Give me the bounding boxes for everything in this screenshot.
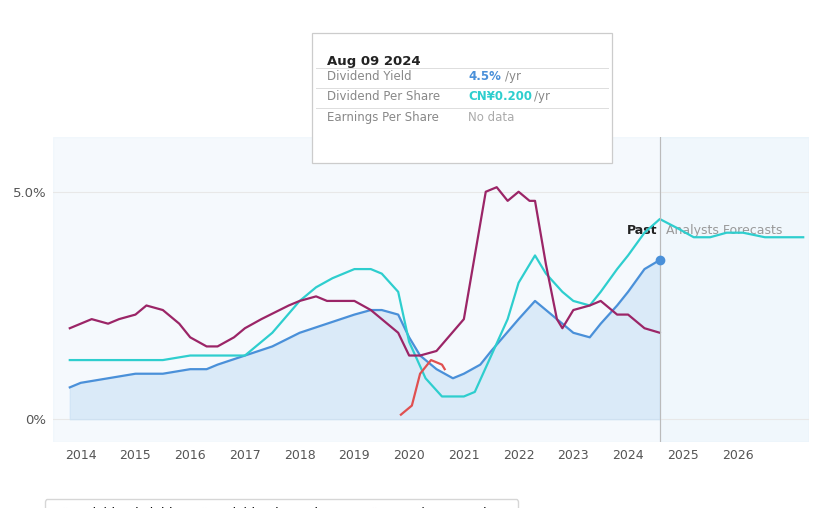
Text: /yr: /yr <box>534 90 549 104</box>
Text: Analysts Forecasts: Analysts Forecasts <box>667 224 782 237</box>
Text: No data: No data <box>468 111 514 124</box>
Bar <box>53 137 660 442</box>
Text: 4.5%: 4.5% <box>468 70 501 83</box>
Text: Dividend Per Share: Dividend Per Share <box>327 90 440 104</box>
Text: Earnings Per Share: Earnings Per Share <box>327 111 438 124</box>
Text: Aug 09 2024: Aug 09 2024 <box>327 55 420 68</box>
Text: CN¥0.200: CN¥0.200 <box>468 90 532 104</box>
Text: /yr: /yr <box>505 70 521 83</box>
Legend: Dividend Yield, Dividend Per Share, Earnings Per Share: Dividend Yield, Dividend Per Share, Earn… <box>44 499 518 508</box>
Text: Past: Past <box>626 224 657 237</box>
Text: Dividend Yield: Dividend Yield <box>327 70 411 83</box>
Bar <box>660 137 809 442</box>
